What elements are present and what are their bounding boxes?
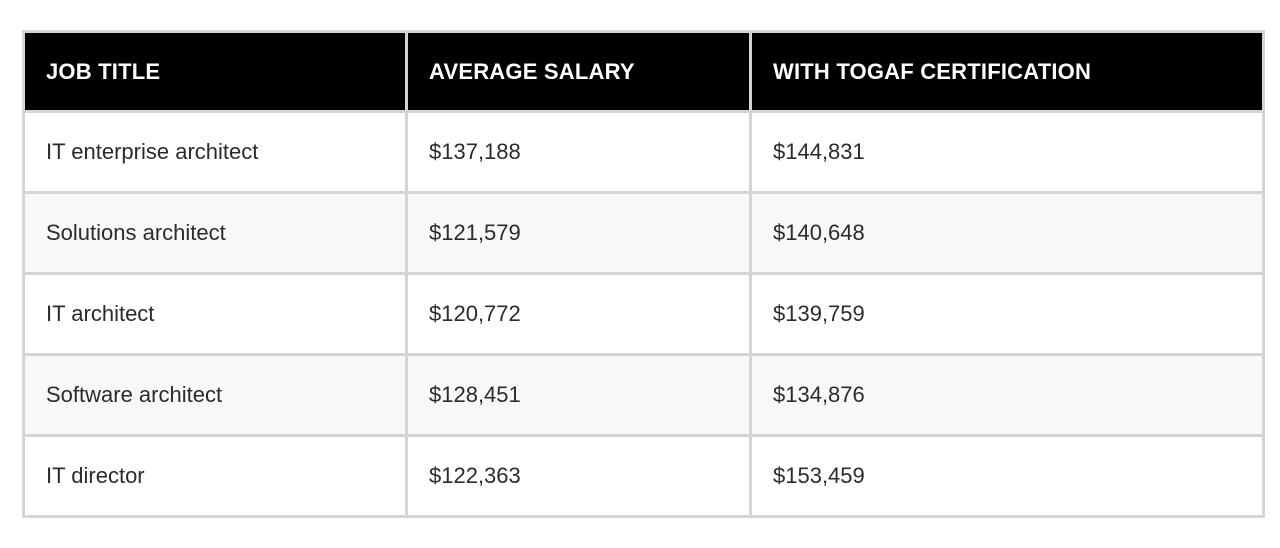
cell-average-salary: $128,451: [405, 353, 752, 437]
table-row: IT director $122,363 $153,459: [22, 434, 1265, 518]
header-with-togaf-certification: WITH TOGAF CERTIFICATION: [749, 30, 1265, 113]
cell-togaf-salary: $140,648: [749, 191, 1265, 275]
cell-togaf-salary: $134,876: [749, 353, 1265, 437]
cell-average-salary: $137,188: [405, 110, 752, 194]
cell-togaf-salary: $153,459: [749, 434, 1265, 518]
table-body: IT enterprise architect $137,188 $144,83…: [22, 110, 1265, 518]
table-header: JOB TITLE AVERAGE SALARY WITH TOGAF CERT…: [22, 30, 1265, 113]
cell-average-salary: $122,363: [405, 434, 752, 518]
cell-togaf-salary: $139,759: [749, 272, 1265, 356]
table-row: Solutions architect $121,579 $140,648: [22, 191, 1265, 275]
table-row: IT architect $120,772 $139,759: [22, 272, 1265, 356]
cell-togaf-salary: $144,831: [749, 110, 1265, 194]
cell-job-title: IT enterprise architect: [22, 110, 408, 194]
salary-comparison-table: JOB TITLE AVERAGE SALARY WITH TOGAF CERT…: [22, 30, 1265, 518]
header-job-title: JOB TITLE: [22, 30, 408, 113]
cell-job-title: Software architect: [22, 353, 408, 437]
cell-average-salary: $120,772: [405, 272, 752, 356]
header-average-salary: AVERAGE SALARY: [405, 30, 752, 113]
cell-job-title: Solutions architect: [22, 191, 408, 275]
table-header-row: JOB TITLE AVERAGE SALARY WITH TOGAF CERT…: [22, 30, 1265, 113]
table-row: Software architect $128,451 $134,876: [22, 353, 1265, 437]
cell-job-title: IT architect: [22, 272, 408, 356]
cell-job-title: IT director: [22, 434, 408, 518]
cell-average-salary: $121,579: [405, 191, 752, 275]
table-row: IT enterprise architect $137,188 $144,83…: [22, 110, 1265, 194]
